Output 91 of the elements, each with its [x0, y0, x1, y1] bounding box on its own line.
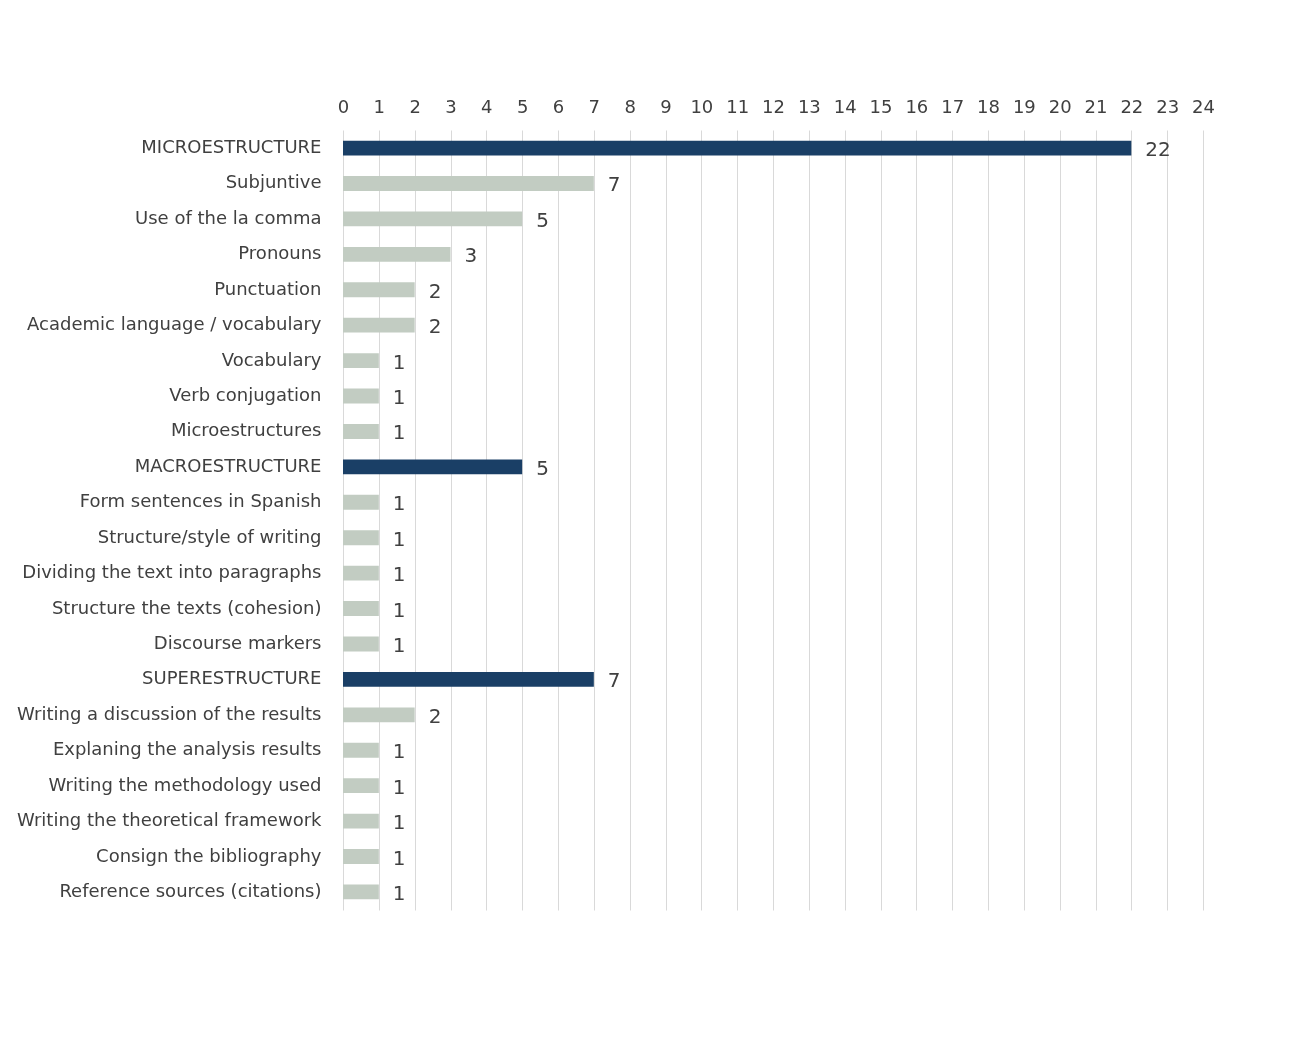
- x-tick-label: 19: [1012, 95, 1036, 117]
- y-tick-label: SUPERESTRUCTURE: [142, 667, 322, 689]
- y-tick-label: Writing a discussion of the results: [17, 702, 322, 724]
- y-tick-label: Writing the methodology used: [48, 773, 322, 795]
- data-label: 22: [1145, 137, 1171, 162]
- x-tick-label: 7: [588, 95, 601, 117]
- bar: [343, 494, 379, 510]
- x-tick-label: 17: [941, 95, 965, 117]
- bar: [343, 849, 379, 864]
- data-label: 1: [392, 491, 406, 516]
- y-tick-label: Academic language / vocabulary: [27, 313, 322, 335]
- x-tick-label: 9: [660, 95, 672, 117]
- data-label: 1: [392, 526, 406, 551]
- y-tick-label: Discourse markers: [153, 631, 322, 653]
- data-label: 5: [536, 207, 549, 232]
- x-tick-label: 15: [869, 95, 893, 117]
- data-label: 1: [392, 632, 406, 657]
- data-label: 1: [392, 845, 406, 870]
- bar: [343, 778, 379, 794]
- x-tick-label: 16: [905, 95, 929, 117]
- data-label: 2: [428, 314, 442, 339]
- data-label: 3: [464, 243, 478, 268]
- x-tick-label: 24: [1192, 95, 1215, 117]
- bar: [343, 353, 379, 369]
- y-tick-label: Punctuation: [214, 277, 322, 299]
- x-tick-label: 21: [1084, 95, 1108, 117]
- data-label: 1: [392, 880, 406, 905]
- data-label: 5: [536, 455, 549, 480]
- x-tick-label: 23: [1156, 95, 1180, 117]
- data-label: 2: [428, 278, 442, 303]
- bar: [343, 317, 415, 333]
- y-tick-label: Structure the texts (cohesion): [51, 596, 322, 618]
- data-label: 2: [428, 703, 442, 728]
- data-label: 1: [392, 810, 406, 835]
- y-tick-label: Subjuntive: [225, 171, 322, 193]
- y-tick-label: Dividing the text into paragraphs: [22, 561, 322, 583]
- x-tick-label: 6: [552, 95, 565, 117]
- bar: [343, 459, 523, 475]
- y-tick-label: Explaning the analysis results: [52, 738, 322, 760]
- x-tick-label: 2: [409, 95, 421, 117]
- data-label: 7: [607, 668, 621, 693]
- y-tick-label: Reference sources (citations): [59, 879, 322, 901]
- y-tick-label: Structure/style of writing: [97, 525, 322, 547]
- y-tick-label: Microestructures: [170, 419, 322, 441]
- bar: [343, 282, 415, 298]
- data-label: 7: [607, 172, 621, 197]
- y-tick-label: Form sentences in Spanish: [79, 490, 322, 512]
- x-tick-label: 3: [445, 95, 457, 117]
- y-tick-label: Pronouns: [238, 242, 322, 264]
- bar: [343, 636, 379, 652]
- x-tick-label: 13: [797, 95, 821, 117]
- y-tick-label: MICROESTRUCTURE: [141, 136, 322, 158]
- data-label: 1: [392, 562, 406, 587]
- data-label: 1: [392, 349, 406, 374]
- bar: [343, 601, 379, 616]
- bar: [343, 388, 379, 404]
- x-tick-label: 1: [373, 95, 386, 117]
- bar: [343, 742, 379, 758]
- y-tick-label: Use of the la comma: [135, 206, 322, 228]
- data-label: 1: [392, 385, 406, 410]
- bar: [343, 211, 523, 227]
- bar: [343, 530, 379, 546]
- data-label: 1: [392, 597, 406, 622]
- bar: [343, 246, 451, 262]
- data-label: 1: [392, 739, 406, 764]
- x-tick-label: 4: [481, 95, 493, 117]
- bar: [343, 884, 379, 900]
- x-tick-label: 0: [337, 95, 350, 117]
- bar: [343, 671, 594, 687]
- y-tick-label: Consign the bibliography: [96, 844, 322, 866]
- bar: [343, 176, 594, 191]
- x-tick-label: 20: [1048, 95, 1072, 117]
- data-label: 1: [392, 420, 406, 445]
- data-label: 1: [392, 774, 406, 799]
- x-tick-label: 5: [516, 95, 529, 117]
- x-tick-label: 8: [624, 95, 636, 117]
- x-tick-label: 18: [977, 95, 1000, 117]
- bar: [343, 565, 379, 581]
- x-tick-label: 12: [762, 95, 785, 117]
- bar: [343, 707, 415, 723]
- bar: [343, 424, 379, 439]
- x-tick-label: 14: [833, 95, 857, 117]
- y-tick-label: Vocabulary: [221, 348, 322, 370]
- x-tick-label: 11: [726, 95, 750, 117]
- y-tick-label: Writing the theoretical framework: [16, 809, 323, 831]
- x-tick-label: 10: [690, 95, 714, 117]
- bar: [343, 813, 379, 829]
- y-tick-label: Verb conjugation: [169, 384, 322, 406]
- x-tick-label: 22: [1120, 95, 1144, 117]
- y-tick-label: MACROESTRUCTURE: [134, 454, 322, 476]
- bar: [343, 140, 1132, 156]
